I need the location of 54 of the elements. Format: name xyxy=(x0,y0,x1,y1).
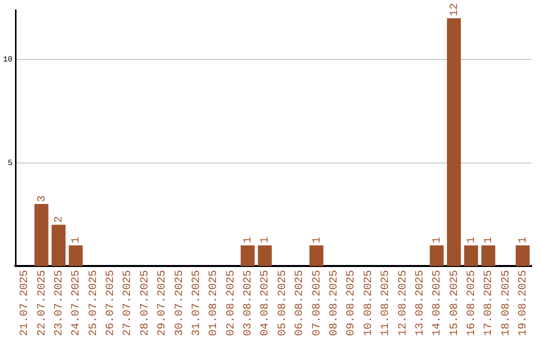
data-label: 1 xyxy=(242,236,255,244)
y-tick-label: 5 xyxy=(8,158,13,168)
data-label: 12 xyxy=(448,3,461,16)
x-tick-label: 22.07.2025 xyxy=(36,270,48,336)
data-label: 1 xyxy=(518,236,530,244)
x-tick-label: 06.08.2025 xyxy=(294,270,306,336)
x-tick-label: 01.08.2025 xyxy=(208,270,220,336)
x-tick-label: 09.08.2025 xyxy=(346,270,358,336)
x-tick-label: 28.07.2025 xyxy=(139,270,152,336)
x-tick-label: 24.07.2025 xyxy=(70,270,83,336)
x-tick-label: 08.08.2025 xyxy=(328,270,340,336)
x-tick-label: 14.08.2025 xyxy=(432,270,444,336)
x-tick-label: 12.08.2025 xyxy=(397,270,410,336)
x-tick-label: 26.07.2025 xyxy=(105,270,118,336)
x-tick-label: 13.08.2025 xyxy=(414,270,426,336)
x-tick-label: 25.07.2025 xyxy=(88,270,100,336)
x-tick-label: 05.08.2025 xyxy=(276,270,289,336)
data-label: 1 xyxy=(311,236,324,244)
data-label: 1 xyxy=(432,236,444,244)
x-tick-label: 17.08.2025 xyxy=(483,270,496,336)
x-tick-label: 18.08.2025 xyxy=(500,270,512,336)
x-tick-label: 19.08.2025 xyxy=(518,270,530,336)
bar xyxy=(34,204,48,266)
x-tick-label: 15.08.2025 xyxy=(448,270,461,336)
x-tick-label: 31.07.2025 xyxy=(190,270,203,336)
bar xyxy=(68,245,83,266)
bar xyxy=(240,245,255,266)
bar xyxy=(52,224,66,266)
data-label: 1 xyxy=(466,236,478,244)
x-tick-label: 04.08.2025 xyxy=(260,270,272,336)
x-tick-label: 30.07.2025 xyxy=(174,270,186,336)
bar xyxy=(309,245,324,266)
data-label: 3 xyxy=(36,195,48,202)
x-tick-label: 16.08.2025 xyxy=(466,270,478,336)
data-label: 1 xyxy=(70,236,83,244)
x-tick-label: 11.08.2025 xyxy=(380,270,392,336)
data-label: 2 xyxy=(53,216,66,223)
y-tick-label: 10 xyxy=(2,56,13,65)
data-label: 1 xyxy=(483,236,496,244)
data-label: 1 xyxy=(260,236,272,244)
x-tick-label: 21.07.2025 xyxy=(19,270,32,336)
x-tick-label: 23.07.2025 xyxy=(53,270,66,336)
bar xyxy=(258,245,272,266)
bar xyxy=(481,245,496,266)
bar xyxy=(430,245,444,266)
bar xyxy=(464,245,478,266)
bar xyxy=(446,18,461,266)
x-tick-label: 29.07.2025 xyxy=(156,270,169,336)
bar xyxy=(516,245,530,266)
x-tick-label: 10.08.2025 xyxy=(362,270,375,336)
x-tick-label: 07.08.2025 xyxy=(311,270,324,336)
x-tick-label: 02.08.2025 xyxy=(225,270,238,336)
x-tick-label: 03.08.2025 xyxy=(242,270,255,336)
x-tick-label: 27.07.2025 xyxy=(122,270,134,336)
